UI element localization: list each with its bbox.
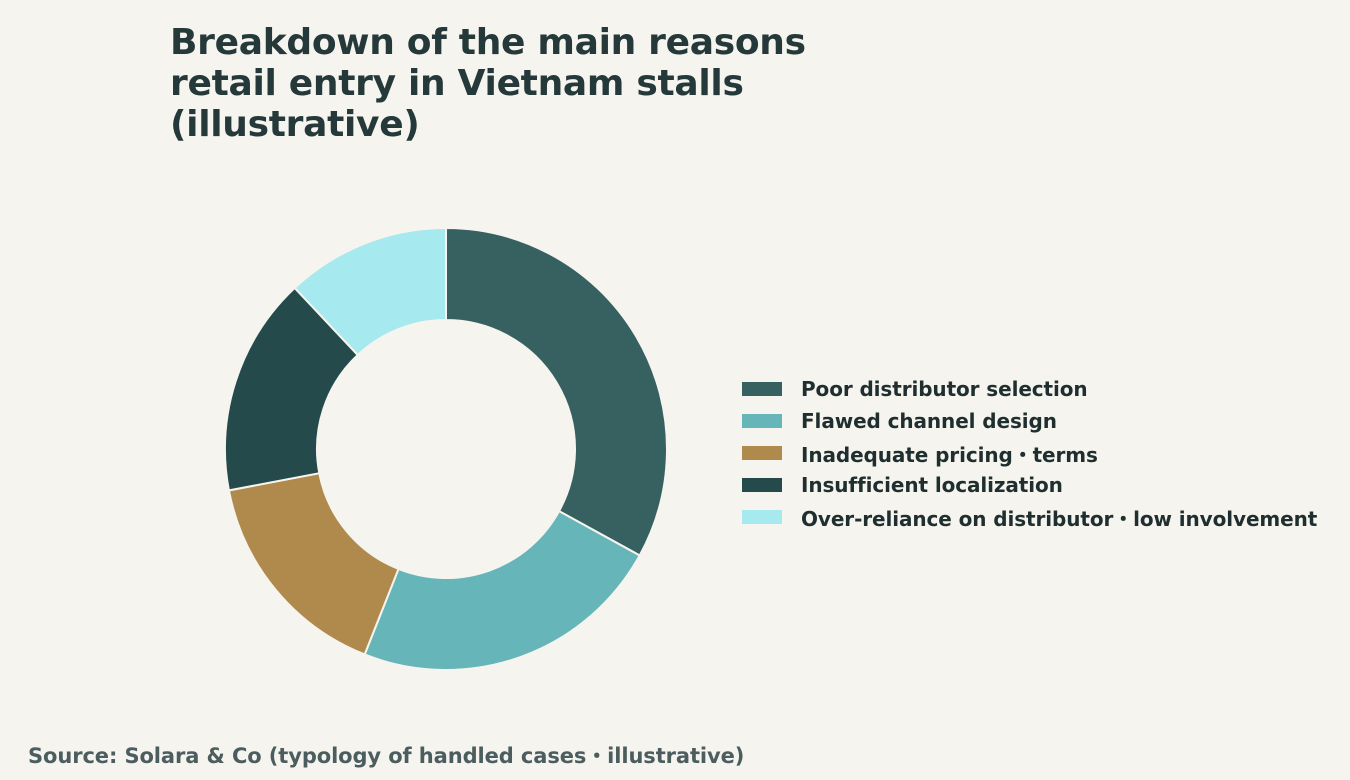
legend-label-over-reliance-on-distributor: Over-reliance on distributor・low involve… (801, 506, 1318, 531)
legend-label-insufficient-localization: Insufficient localization (801, 473, 1063, 497)
donut-slice-poor-distributor-selection (445, 226, 668, 557)
legend-swatch (742, 510, 782, 524)
legend-item: Insufficient localization (742, 469, 1317, 501)
chart-title: Breakdown of the main reasons retail ent… (170, 22, 870, 145)
legend-label-inadequate-pricing-terms: Inadequate pricing・terms (801, 442, 1098, 467)
legend-item: Over-reliance on distributor・low involve… (742, 501, 1317, 533)
legend-swatch (742, 414, 782, 428)
donut-slice-flawed-channel-design (363, 509, 642, 671)
donut-slice-inadequate-pricing-terms (227, 472, 400, 656)
legend-item: Inadequate pricing・terms (742, 437, 1317, 469)
legend-swatch (742, 446, 782, 460)
chart-legend: Poor distributor selection Flawed channe… (742, 373, 1317, 533)
source-note: Source: Solara & Co (typology of handled… (28, 744, 745, 768)
legend-label-flawed-channel-design: Flawed channel design (801, 409, 1057, 433)
legend-swatch (742, 382, 782, 396)
chart-title-line-2: retail entry in Vietnam stalls (170, 63, 744, 104)
chart-title-line-1: Breakdown of the main reasons (170, 22, 806, 63)
legend-swatch (742, 478, 782, 492)
legend-label-poor-distributor-selection: Poor distributor selection (801, 377, 1088, 401)
chart-title-line-3: (illustrative) (170, 104, 420, 145)
legend-item: Flawed channel design (742, 405, 1317, 437)
donut-slice-over-reliance-on-distributor (293, 226, 447, 357)
legend-item: Poor distributor selection (742, 373, 1317, 405)
